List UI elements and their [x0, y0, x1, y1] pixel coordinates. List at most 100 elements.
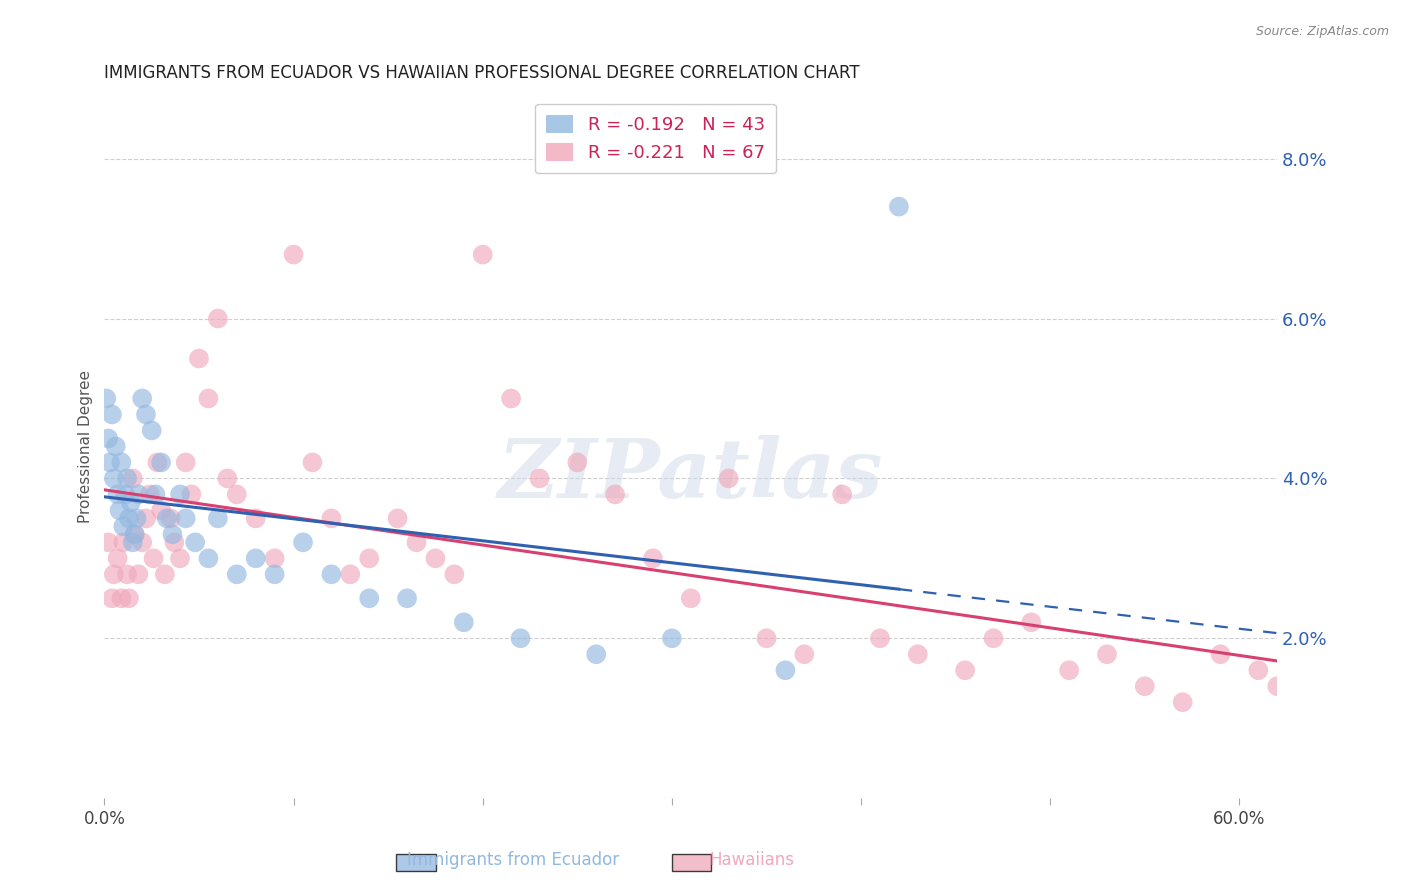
Point [887, 200, 910, 214]
Point [197, 551, 219, 566]
Point [156, 511, 179, 525]
Point [207, 311, 229, 326]
Point [775, 663, 797, 677]
Point [1171, 695, 1194, 709]
Point [145, 487, 167, 501]
Point [174, 511, 197, 525]
Point [188, 351, 211, 366]
Point [1265, 679, 1288, 693]
Point [217, 471, 239, 485]
Point [225, 487, 247, 501]
Point [127, 567, 149, 582]
Y-axis label: Professional Degree: Professional Degree [79, 370, 93, 523]
Point [120, 495, 142, 509]
Point [207, 511, 229, 525]
Point [142, 551, 165, 566]
Point [907, 647, 929, 661]
Point [585, 647, 607, 661]
Point [118, 511, 141, 525]
Point [831, 487, 853, 501]
Point [124, 527, 146, 541]
Point [359, 591, 381, 606]
Point [263, 567, 285, 582]
Legend: R = -0.192   N = 43, R = -0.221   N = 67: R = -0.192 N = 43, R = -0.221 N = 67 [536, 103, 776, 173]
Point [263, 551, 285, 566]
Point [1057, 663, 1080, 677]
Point [321, 511, 343, 525]
Point [661, 632, 683, 646]
Point [869, 632, 891, 646]
Point [174, 455, 197, 469]
Point [112, 535, 135, 549]
Point [121, 535, 143, 549]
Point [180, 487, 202, 501]
Point [115, 567, 138, 582]
Point [169, 551, 191, 566]
Point [121, 471, 143, 485]
Point [283, 247, 305, 261]
Point [679, 591, 702, 606]
Point [1341, 663, 1364, 677]
Point [301, 455, 323, 469]
Point [953, 663, 976, 677]
Point [425, 551, 447, 566]
Point [139, 487, 162, 501]
Point [135, 511, 157, 525]
Point [983, 632, 1005, 646]
Text: Hawaiians: Hawaiians [710, 851, 794, 869]
Point [321, 567, 343, 582]
Point [124, 527, 146, 541]
Point [96, 392, 118, 406]
Point [1295, 695, 1317, 709]
Point [755, 632, 778, 646]
Point [118, 591, 141, 606]
Point [127, 487, 149, 501]
Point [101, 591, 124, 606]
Point [114, 487, 136, 501]
Point [453, 615, 475, 630]
Point [567, 455, 589, 469]
Point [101, 408, 124, 422]
Point [471, 247, 494, 261]
Point [245, 551, 267, 566]
Point [793, 647, 815, 661]
Point [225, 567, 247, 582]
Point [197, 392, 219, 406]
Point [1095, 647, 1118, 661]
Point [717, 471, 740, 485]
Point [1313, 647, 1336, 661]
Point [509, 632, 531, 646]
Point [110, 591, 132, 606]
Point [159, 511, 181, 525]
Point [146, 455, 169, 469]
Point [1333, 671, 1355, 685]
Point [1021, 615, 1043, 630]
Point [131, 535, 153, 549]
Point [107, 551, 129, 566]
Point [110, 455, 132, 469]
Point [245, 511, 267, 525]
Point [107, 487, 129, 501]
Point [103, 567, 125, 582]
Point [1209, 647, 1232, 661]
Point [141, 424, 163, 438]
Point [339, 567, 361, 582]
Text: Source: ZipAtlas.com: Source: ZipAtlas.com [1256, 25, 1389, 38]
Point [131, 392, 153, 406]
Point [529, 471, 551, 485]
Point [443, 567, 465, 582]
Point [150, 503, 173, 517]
Point [163, 535, 186, 549]
Point [1133, 679, 1156, 693]
Point [153, 567, 176, 582]
Point [169, 487, 191, 501]
Point [1361, 679, 1384, 693]
Point [641, 551, 664, 566]
Point [104, 439, 127, 453]
Text: IMMIGRANTS FROM ECUADOR VS HAWAIIAN PROFESSIONAL DEGREE CORRELATION CHART: IMMIGRANTS FROM ECUADOR VS HAWAIIAN PROF… [104, 64, 860, 82]
Point [1247, 663, 1270, 677]
Text: Immigrants from Ecuador: Immigrants from Ecuador [408, 851, 619, 869]
Point [125, 511, 148, 525]
Point [97, 535, 120, 549]
Point [387, 511, 409, 525]
